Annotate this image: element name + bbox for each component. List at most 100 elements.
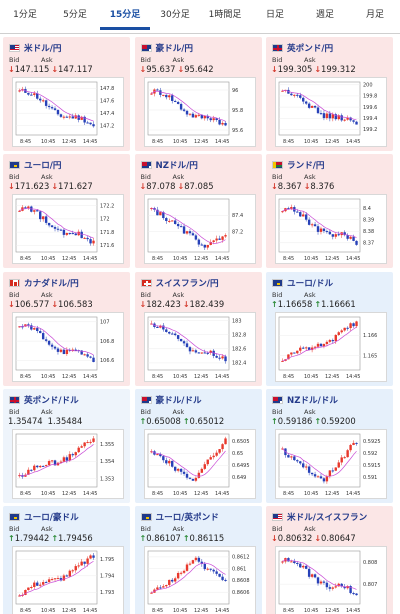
tab-6[interactable]: 日足: [265, 10, 284, 20]
currency-pair-label[interactable]: NZドル/ドル: [287, 395, 338, 406]
currency-pair-label[interactable]: ユーロ/英ポンド: [155, 513, 219, 524]
price-chart[interactable]: 87.4 87.2 8:45 10:45 12:45 14:45: [143, 194, 256, 265]
currency-card[interactable]: NZドル/ドル Bid Ask ↑0.59186 ↑0.59200 0.5925 0.592…: [266, 388, 393, 503]
x-tick-label: 14:45: [346, 608, 360, 614]
currency-pair-title[interactable]: カナダドル/円: [9, 277, 79, 289]
plot-frame: [278, 81, 361, 136]
price-chart[interactable]: 183 182.8 182.6 182.4 8:45 10:45 12:45 14:45: [143, 311, 256, 382]
currency-card[interactable]: ランド/円 Bid Ask ↓8.367 ↓8.376 8.4 8.39 8.38 8.37 8:…: [266, 154, 393, 269]
candle-body: [77, 565, 80, 567]
tab-2[interactable]: 5分足: [63, 10, 87, 20]
tab-1[interactable]: 1分足: [13, 10, 37, 20]
tab-3[interactable]: 15分足: [100, 0, 150, 30]
currency-pair-title[interactable]: 英ポンド/円: [272, 42, 333, 54]
currency-card[interactable]: ユーロ/英ポンド Bid Ask ↑0.86107 ↑0.86115 0.8612 0.86…: [134, 506, 262, 614]
price-chart[interactable]: 8.4 8.39 8.38 8.37 8:45 10:45 12:45 14:45: [275, 194, 387, 265]
tab-5[interactable]: 1時間足: [208, 10, 242, 20]
price-chart[interactable]: 0.6505 0.65 0.6495 0.649 8:45 10:45 12:45 14:45: [143, 428, 256, 499]
x-tick-label: 8:45: [20, 256, 31, 262]
candle-body: [209, 568, 212, 570]
currency-pair-label[interactable]: 豪ドル/円: [155, 44, 194, 54]
tab-8[interactable]: 月足: [365, 10, 384, 20]
currency-card[interactable]: ユーロ/ドル Bid Ask ↑1.16658 ↑1.16661 1.166 1.165 8:…: [266, 271, 393, 386]
price-chart[interactable]: 1.795 1.794 1.793 8:45 10:45 12:45 14:45: [12, 546, 124, 614]
currency-pair-label[interactable]: スイスフラン/円: [155, 278, 219, 289]
ask-label: Ask: [172, 407, 185, 416]
x-tick-label: 10:45: [173, 374, 187, 380]
currency-pair-label[interactable]: ユーロ/ドル: [287, 278, 334, 289]
candle-body: [334, 114, 337, 120]
currency-pair-label[interactable]: 英ポンド/ドル: [24, 395, 79, 406]
candle-body: [328, 470, 332, 477]
currency-pair-title[interactable]: NZドル/円: [140, 159, 198, 172]
tab-4[interactable]: 30分足: [160, 10, 190, 20]
us-flag-icon: [272, 513, 283, 522]
currency-card[interactable]: 英ポンド/ドル Bid Ask 1.35474 1.35484 1.355 1.354 1.3…: [3, 388, 130, 503]
price-chart[interactable]: 147.8 147.6 147.4 147.2 8:45 10:45 12:45 14:45: [12, 77, 124, 147]
currency-card[interactable]: 豪ドル/ドル Bid Ask ↑0.65008 ↑0.65012 0.6505 0.65 0.…: [134, 388, 262, 503]
candle-body: [155, 326, 159, 328]
price-chart[interactable]: 1.355 1.354 1.353 8:45 10:45 12:45 14:45: [12, 428, 124, 499]
currency-pair-title[interactable]: ユーロ/ドル: [272, 277, 333, 289]
candle-body: [343, 232, 346, 236]
currency-pair-title[interactable]: 英ポンド/ドル: [9, 394, 79, 406]
currency-pair-label[interactable]: ランド/円: [287, 161, 325, 172]
currency-pair-title[interactable]: 米ドル/円: [9, 42, 62, 54]
currency-card[interactable]: 米ドル/円 Bid Ask ↓147.115 ↓147.117 147.8 147.6 147…: [3, 37, 130, 151]
candle-body: [203, 564, 206, 570]
currency-card[interactable]: 英ポンド/円 Bid Ask ↓199.305 ↓199.312 200 199.8 199.…: [266, 37, 393, 151]
tab-7[interactable]: 週足: [315, 10, 334, 20]
currency-card[interactable]: NZドル/円 Bid Ask ↓87.078 ↓87.085 87.4 87.2 8:45 10…: [134, 154, 262, 269]
currency-pair-title[interactable]: 米ドル/スイスフラン: [272, 511, 367, 523]
candle-body: [50, 344, 54, 347]
currency-card[interactable]: 豪ドル/円 Bid Ask ↓95.637 ↓95.642 96 95.8 95.6 8:45 1…: [134, 37, 262, 151]
candle-body: [316, 577, 320, 584]
price-chart[interactable]: 96 95.8 95.6 8:45 10:45 12:45 14:45: [143, 77, 256, 147]
currency-pair-label[interactable]: 米ドル/スイスフラン: [287, 513, 368, 524]
ask-label: Ask: [304, 290, 316, 299]
currency-pair-label[interactable]: NZドル/円: [155, 161, 198, 172]
candle-body: [337, 462, 340, 468]
currency-pair-label[interactable]: ユーロ/豪ドル: [24, 513, 79, 524]
candle-body: [18, 475, 21, 477]
currency-pair-title[interactable]: スイスフラン/円: [140, 277, 219, 289]
currency-pair-title[interactable]: ランド/円: [272, 159, 325, 171]
currency-card[interactable]: 米ドル/スイスフラン Bid Ask ↓0.80632 ↓0.80647 0.808 0.8…: [266, 506, 393, 614]
currency-pair-label[interactable]: 豪ドル/ドル: [155, 395, 202, 406]
ask-label: Ask: [41, 56, 53, 64]
price-chart[interactable]: 107 106.8 106.6 8:45 10:45 12:45 14:45: [12, 311, 124, 382]
ask-price: 171.627: [58, 181, 93, 192]
candle-body: [281, 90, 284, 92]
price-chart[interactable]: 200 199.8 199.6 199.4 199.2 8:45 10:45 12:45 14:…: [275, 77, 387, 147]
currency-card[interactable]: スイスフラン/円 Bid Ask ↓182.423 ↓182.439 183 182.8 18…: [134, 271, 262, 386]
x-tick-label: 14:45: [215, 491, 229, 497]
currency-pair-title[interactable]: ユーロ/英ポンド: [140, 511, 219, 524]
price-chart[interactable]: 172.2 172 171.8 171.6 8:45 10:45 12:45 14:45: [12, 194, 124, 265]
currency-pair-title[interactable]: NZドル/ドル: [272, 394, 338, 406]
price-chart[interactable]: 1.166 1.165 8:45 10:45 12:45 14:45: [275, 311, 387, 382]
price-chart[interactable]: 0.8612 0.861 0.8608 0.8606 8:45 10:45 12:45 14:…: [143, 546, 256, 614]
price-chart[interactable]: 0.5925 0.592 0.5915 0.591 8:45 10:45 12:45 14:4…: [275, 428, 387, 499]
candle-body: [302, 463, 305, 468]
candle-body: [313, 474, 317, 477]
currency-pair-label[interactable]: 米ドル/円: [24, 44, 62, 54]
currency-pair-label[interactable]: ユーロ/円: [24, 161, 62, 172]
currency-card[interactable]: ユーロ/豪ドル Bid Ask ↑1.79442 ↑1.79456 1.795 1.794 1…: [3, 506, 130, 614]
bid-price: 171.623: [14, 181, 50, 192]
currency-pair-title[interactable]: ユーロ/円: [9, 159, 62, 171]
y-tick-label: 8.4: [363, 206, 371, 212]
currency-pair-title[interactable]: 豪ドル/円: [140, 42, 194, 54]
candle-body: [296, 460, 299, 462]
currency-pair-title[interactable]: 豪ドル/ドル: [140, 394, 202, 406]
candle-body: [92, 357, 95, 362]
x-tick-label: 10:45: [304, 491, 318, 497]
currency-pair-title[interactable]: ユーロ/豪ドル: [9, 511, 79, 523]
currency-card[interactable]: カナダドル/円 Bid Ask ↓106.577 ↓106.583 107 106.8 106…: [3, 271, 130, 386]
price-chart[interactable]: 0.808 0.807 8:45 10:45 12:45 14:45: [275, 546, 387, 614]
y-tick-label: 0.861: [232, 567, 246, 573]
currency-pair-label[interactable]: 英ポンド/円: [287, 44, 334, 54]
currency-card[interactable]: ユーロ/円 Bid Ask ↓171.623 ↓171.627 172.2 172 171.8…: [3, 154, 130, 269]
candle-body: [62, 230, 66, 236]
moving-average-line: [19, 89, 94, 122]
currency-pair-label[interactable]: カナダドル/円: [24, 278, 79, 289]
